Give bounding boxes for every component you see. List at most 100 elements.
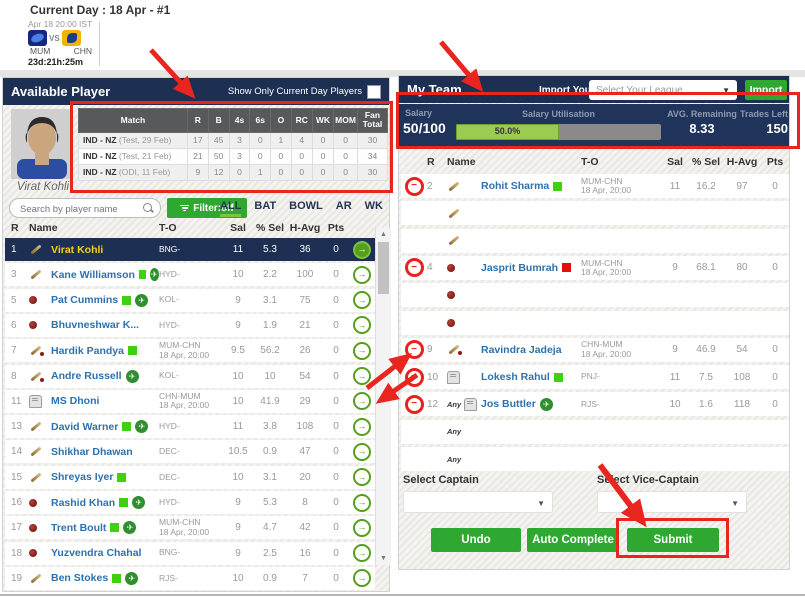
player-name-link[interactable]: Yuzvendra Chahal [51, 547, 142, 560]
salary-utilisation-bar: 50.0% [456, 124, 661, 140]
player-name-link[interactable]: Hardik Pandya [51, 344, 124, 357]
high-avg-cell: 54 [736, 344, 748, 356]
player-name-link[interactable]: Lokesh Rahul [481, 371, 550, 384]
player-name-link[interactable]: Jasprit Bumrah [481, 261, 559, 274]
player-name-link[interactable]: Rohit Sharma [481, 180, 550, 192]
high-avg-cell: 97 [736, 180, 748, 192]
points-cell: 0 [772, 180, 778, 192]
player-name-link[interactable]: Jos Buttler [481, 398, 536, 411]
player-name-link[interactable]: Pat Cummins [51, 294, 119, 307]
add-player-button[interactable]: → [353, 468, 371, 487]
team-opponent: MUM-CHN 18 Apr, 20:00 [581, 175, 632, 195]
scroll-down-icon[interactable]: ▼ [380, 555, 387, 562]
bat-icon [29, 471, 44, 484]
playing-xi-indicator [117, 472, 127, 482]
add-player-button[interactable]: → [353, 392, 371, 411]
player-name-link[interactable]: Trent Boult [51, 521, 107, 534]
team-opponent: DEC- [159, 471, 180, 482]
player-name-link[interactable]: Ben Stokes [51, 572, 109, 585]
scroll-up-icon[interactable]: ▲ [380, 231, 387, 238]
available-player-row: 1 Virat Kohli BNG- 11 5.3 36 0 → [5, 238, 375, 261]
add-player-button[interactable]: → [353, 291, 371, 310]
available-player-panel: Available Player Show Only Current Day P… [2, 77, 391, 592]
captain-dropdown[interactable]: ▼ [403, 491, 553, 513]
remove-player-button[interactable]: − [404, 367, 424, 387]
ball-icon [447, 318, 455, 327]
list-scrollbar[interactable]: ▲ ▼ [375, 228, 391, 565]
high-avg-cell: 100 [296, 269, 314, 281]
add-player-button[interactable]: → [353, 493, 371, 512]
vice-captain-dropdown[interactable]: ▼ [597, 491, 747, 513]
remove-player-button[interactable]: − [404, 340, 424, 360]
add-player-button[interactable]: → [353, 569, 371, 588]
trades-left-label: Trades Left [740, 109, 789, 119]
undo-button[interactable]: Undo [431, 528, 521, 552]
salary-cell: 9 [235, 522, 241, 534]
import-button[interactable]: Import [745, 80, 787, 100]
show-only-current-day-checkbox[interactable] [367, 84, 381, 99]
percent-selected-cell: 5.3 [263, 244, 277, 255]
player-rank: 2 [427, 180, 433, 192]
add-player-button[interactable]: → [353, 341, 371, 360]
team-opponent: HYD- [159, 420, 180, 431]
player-name-link[interactable]: Shreyas Iyer [51, 471, 114, 484]
add-player-button[interactable]: → [353, 518, 371, 537]
tab-ar[interactable]: AR [335, 200, 352, 212]
player-name-link[interactable]: Rashid Khan [51, 496, 116, 509]
add-player-button[interactable]: → [353, 316, 371, 335]
stats-col-header: R [186, 108, 209, 133]
scrollbar-thumb[interactable] [378, 242, 389, 294]
player-name-link[interactable]: Ravindra Jadeja [481, 343, 562, 356]
stats-row: IND - NZ (Test, 21 Feb) 21 50 3 0 0 0 0 0 34 [78, 147, 389, 165]
add-player-button[interactable]: → [353, 417, 371, 436]
player-name-link[interactable]: Shikhar Dhawan [51, 445, 133, 458]
filter-button[interactable]: Filter:off [167, 198, 247, 218]
percent-selected-cell: 68.1 [696, 262, 716, 274]
add-player-button[interactable]: → [353, 544, 371, 563]
tab-bowl[interactable]: BOWL [289, 200, 323, 212]
allrounder-icon [447, 343, 462, 356]
add-player-button[interactable]: → [353, 265, 371, 284]
player-name-link[interactable]: Kane Williamson [51, 268, 135, 281]
role-tabs: ALL BAT BOWL AR WK [219, 200, 383, 217]
player-name-link[interactable]: Andre Russell [51, 370, 122, 382]
high-avg-cell: 47 [299, 446, 311, 458]
remove-player-button[interactable]: − [404, 258, 424, 278]
add-player-button[interactable]: → [353, 367, 371, 385]
points-cell: 0 [333, 572, 339, 584]
empty-team-slot [401, 310, 789, 335]
tab-wk[interactable]: WK [364, 200, 383, 212]
player-name-link[interactable]: MS Dhoni [51, 395, 100, 408]
add-player-button[interactable]: → [353, 442, 371, 461]
player-name-link[interactable]: Bhuvneshwar K... [51, 319, 140, 332]
player-name-link[interactable]: David Warner [51, 420, 119, 433]
submit-button[interactable]: Submit [627, 528, 719, 552]
selected-player-name: Virat Kohli [16, 181, 70, 193]
player-rank: 5 [11, 294, 17, 306]
salary-cell: 9 [235, 497, 241, 508]
import-your-team-label: Import Your Team [539, 84, 623, 96]
salary-cell: 11 [232, 421, 244, 433]
auto-complete-button[interactable]: Auto Complete [527, 528, 619, 552]
bat-icon [447, 234, 462, 247]
page-bottom-border [0, 594, 805, 596]
available-player-row: 5 Pat Cummins ✈ KOL- 9 3.1 75 0 → [5, 288, 375, 312]
tab-bat[interactable]: BAT [254, 200, 277, 212]
player-search-box[interactable] [9, 198, 161, 218]
remove-player-button[interactable]: − [404, 394, 424, 414]
match-card[interactable]: Apr 18 20:00 IST VS MUM CHN 23d:21h:25m [28, 19, 96, 67]
player-name-link[interactable]: Virat Kohli [51, 243, 104, 256]
select-league-dropdown[interactable]: Select Your League ▼ [589, 80, 737, 100]
search-input[interactable] [18, 200, 142, 218]
empty-team-slot [401, 283, 789, 308]
tab-all[interactable]: ALL [219, 200, 242, 217]
available-player-row: 11 MS Dhoni CHN-MUM 18 Apr, 20:00 10 41.9 29 0 → [5, 389, 375, 413]
team-opponent: HYD- [159, 269, 180, 280]
remove-player-button[interactable]: − [404, 176, 424, 196]
team-player-row: −9 Ravindra Jadeja CHN-MUM 18 Apr, 20:00 9 46… [401, 337, 789, 362]
empty-team-slot [401, 201, 789, 226]
high-avg-cell: 108 [733, 371, 751, 383]
my-team-panel: My Team Import Your Team Select Your Lea… [398, 75, 790, 570]
salary-strip: Salary 50/100 Salary Utilisation 50.0% A… [399, 104, 789, 149]
add-player-button[interactable]: → [353, 240, 371, 259]
